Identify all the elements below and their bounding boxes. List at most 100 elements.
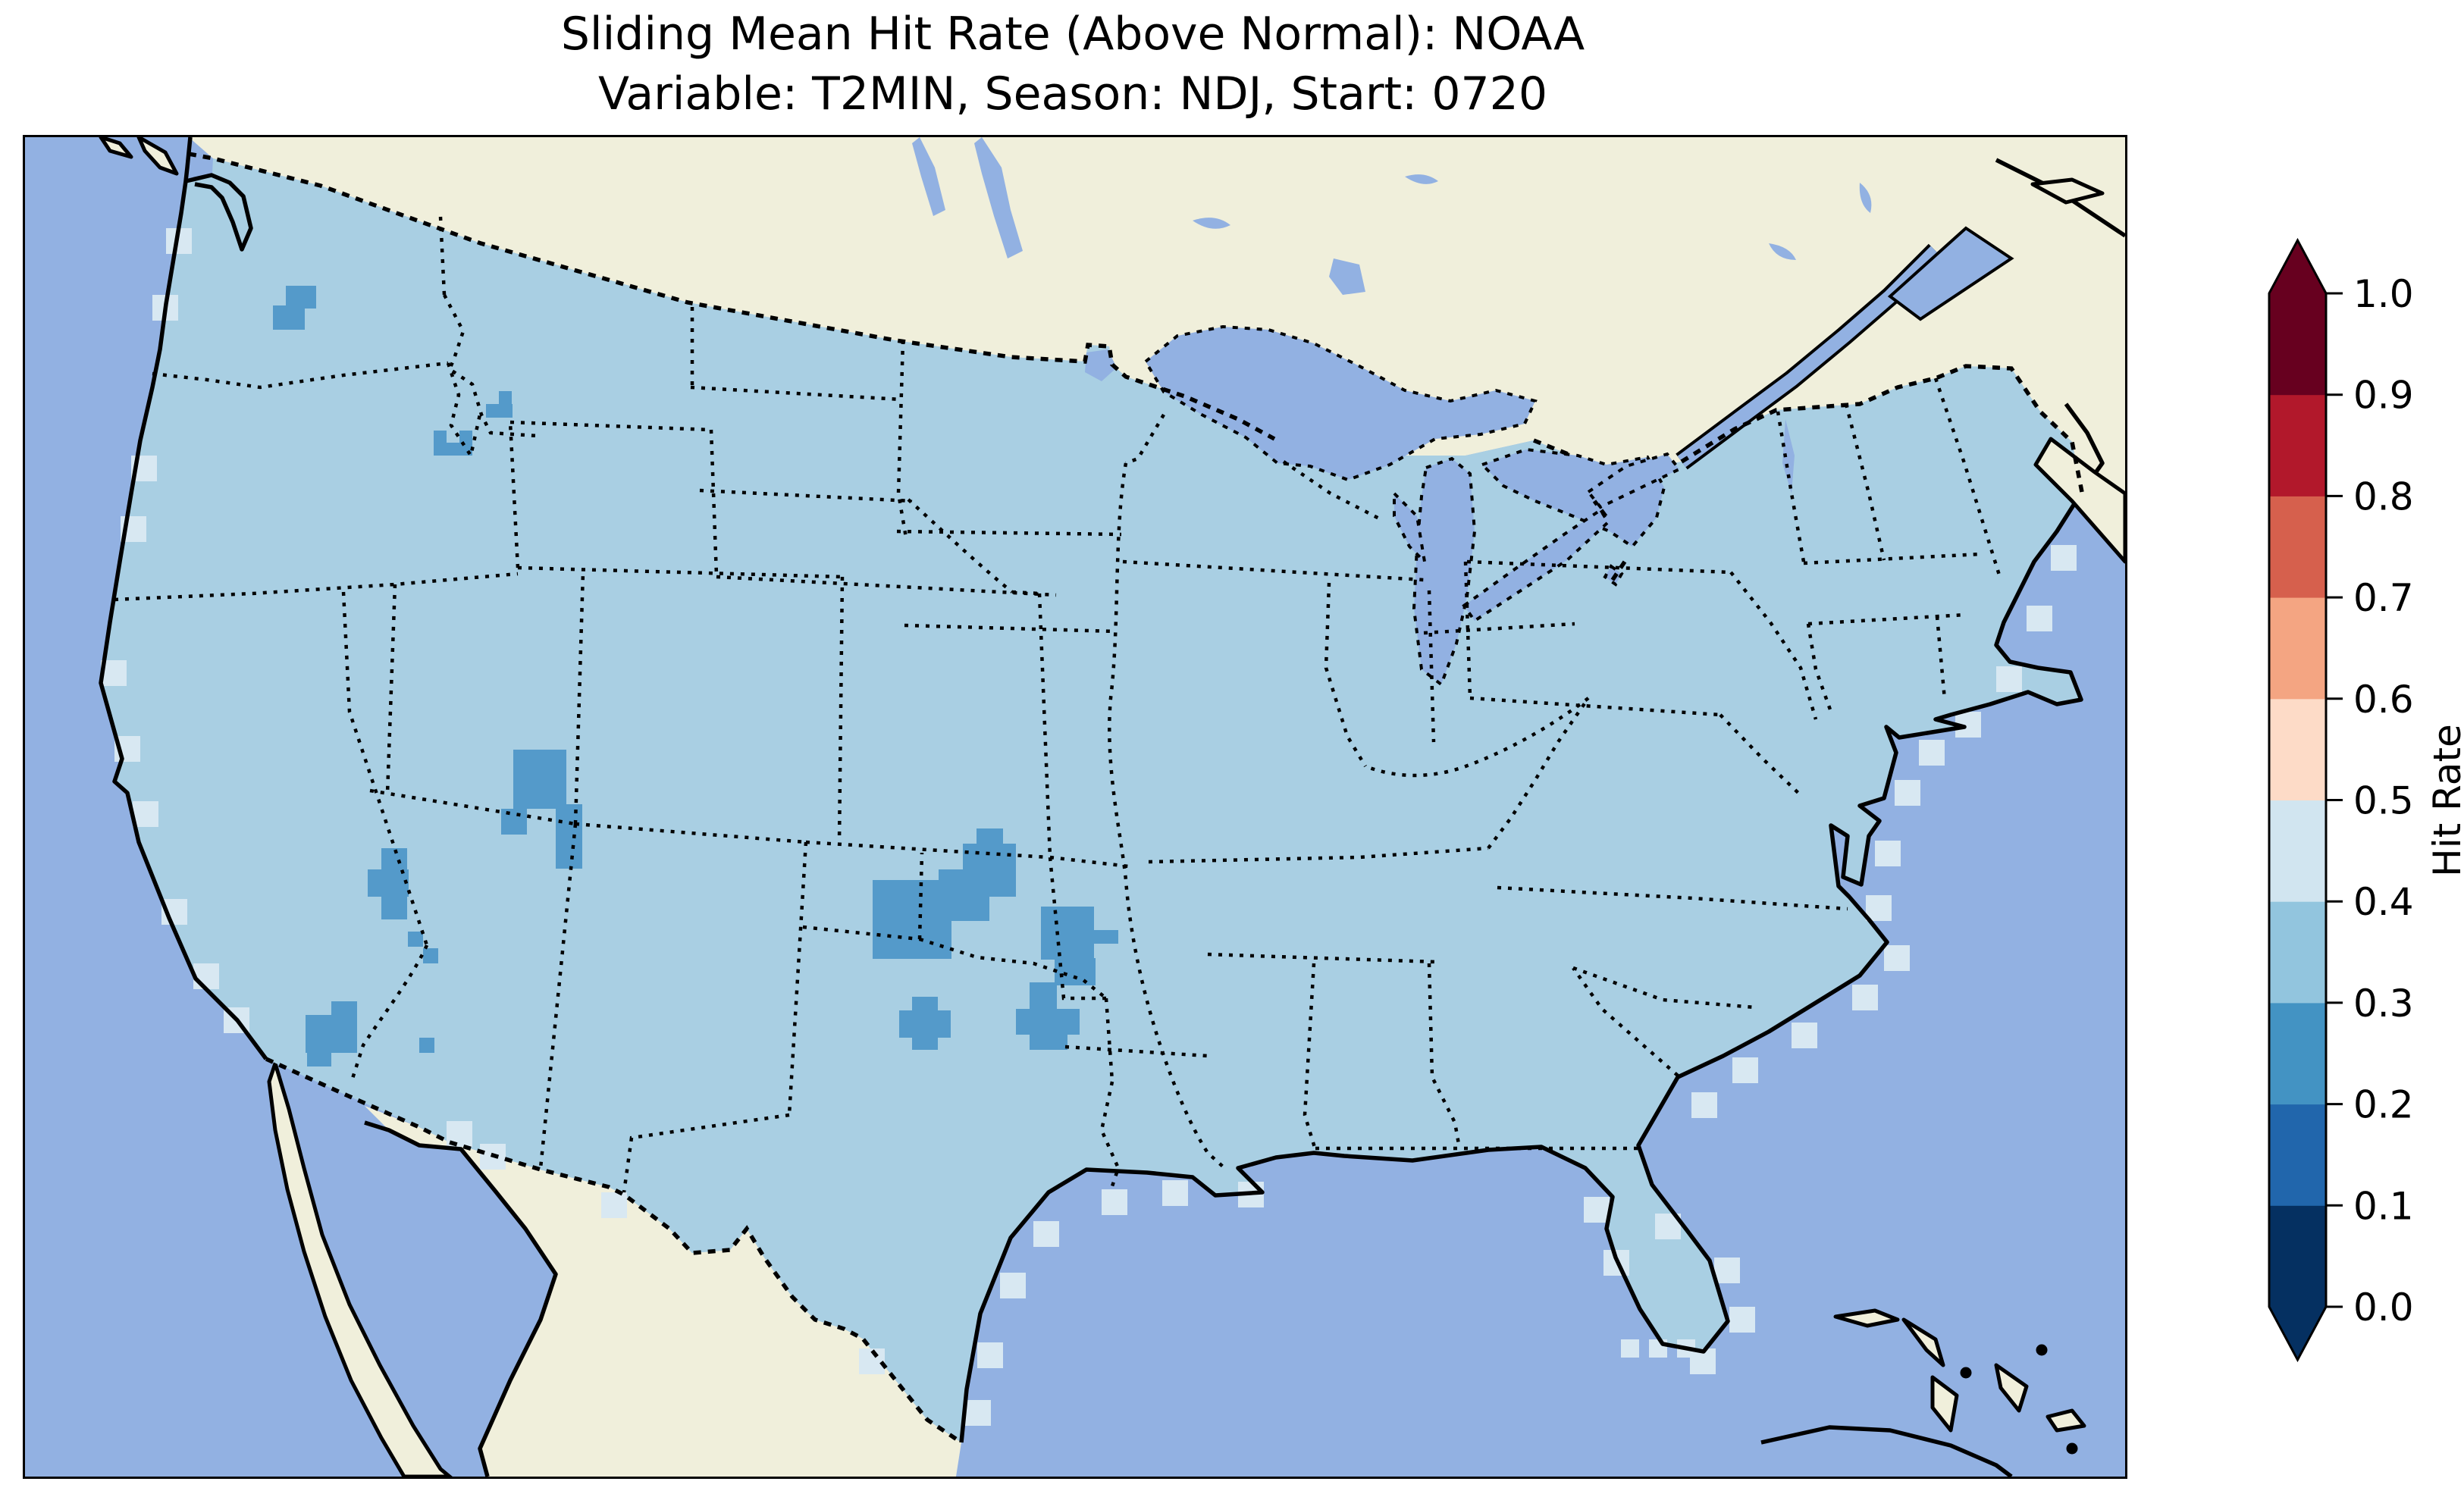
bahama-cay-1 (1960, 1367, 1972, 1379)
fringe-cell (1033, 1221, 1059, 1247)
colorbar-bins (2269, 240, 2326, 1360)
colorbar-tick-label: 0.5 (2353, 779, 2414, 823)
figure-title: Sliding Mean Hit Rate (Above Normal): NO… (23, 5, 2123, 124)
colorbar-bin (2269, 1104, 2326, 1206)
colorbar-bin (2269, 1002, 2326, 1105)
st-lawrence-estuary (1887, 226, 2014, 321)
conus-hit-rate-map (25, 137, 2125, 1477)
patch-cell (963, 844, 1016, 871)
patch-cell (899, 1010, 951, 1038)
colorbar-tick-label: 0.3 (2353, 982, 2414, 1026)
patch-texas-west (899, 997, 951, 1050)
patch-cell (1030, 1035, 1067, 1050)
bahama-long-island (2045, 1408, 2086, 1433)
fringe-cell (2051, 545, 2077, 571)
colorbar: 0.0 0.1 0.2 0.3 0.4 0.5 0.6 0.7 0.8 0.9 1.0 Hit Ra… (2237, 205, 2464, 1425)
international-borders (188, 152, 2084, 1445)
puget-sound-coast (185, 173, 253, 252)
fringe-cell (1102, 1189, 1127, 1215)
fringe-cell (193, 963, 219, 989)
patch-idaho-montana-2 (434, 431, 472, 456)
colorbar-bin (2269, 394, 2326, 496)
patch-cell (419, 1038, 434, 1053)
green-bay (1393, 490, 1427, 566)
colorbar-tick-label: 0.9 (2353, 374, 2414, 418)
colorbar-tick-label: 0.6 (2353, 678, 2414, 722)
fringe-cell (2027, 606, 2052, 631)
patch-arizona-se (306, 1001, 434, 1066)
canada-lakes (912, 137, 1872, 493)
fringe-cell (965, 1400, 991, 1426)
low-hit-rate-patches (273, 286, 1118, 1066)
patch-oklahoma-south (1041, 907, 1118, 985)
prince-edward-island (2030, 177, 2105, 205)
gulf-island (99, 137, 133, 159)
lake-nipigon (1329, 258, 1365, 295)
fringe-cell (1621, 1339, 1639, 1358)
mexico-coastline (364, 1120, 558, 1477)
colorbar-ticks: 0.0 0.1 0.2 0.3 0.4 0.5 0.6 0.7 0.8 0.9 1.0 (2326, 272, 2414, 1330)
fringe-cell (1162, 1180, 1188, 1206)
patch-cell (459, 431, 472, 456)
bahama-eleuthera (1994, 1363, 2029, 1413)
us-canada-border (188, 152, 2084, 586)
colorbar-tick-label: 0.2 (2353, 1083, 2414, 1127)
patch-cell (951, 895, 989, 921)
lake-of-the-woods (1085, 349, 1117, 381)
map-axes (23, 135, 2127, 1479)
patch-cell (556, 804, 582, 869)
vancouver-island (136, 137, 179, 176)
fringe-cell (601, 1192, 627, 1218)
colorbar-bin (2269, 800, 2326, 902)
bahama-andros (1930, 1375, 1959, 1433)
fringe-cell (1732, 1057, 1758, 1083)
patch-arizona-central (368, 848, 438, 963)
fringe-cell (1852, 985, 1878, 1010)
patch-cell (286, 286, 316, 309)
colorbar-outline (2268, 237, 2328, 1363)
patch-four-corners (501, 750, 582, 869)
patch-cell (368, 869, 409, 897)
colorbar-bin (2269, 698, 2326, 800)
fringe-cell (1996, 666, 2022, 692)
colorbar-axis-label: Hit Rate (2425, 724, 2464, 877)
patch-texas-central (1016, 982, 1080, 1050)
patch-cell (1041, 907, 1094, 960)
patch-cell (501, 809, 527, 835)
patch-cell (381, 895, 407, 919)
lake-winnipeg (974, 137, 1023, 258)
colorbar-under-arrow (2269, 1307, 2326, 1360)
patch-cell (1030, 982, 1057, 1010)
patch-cell (423, 948, 438, 963)
colorbar-tick-label: 0.4 (2353, 880, 2414, 924)
patch-idaho-montana-1 (486, 391, 513, 418)
patch-cell (1055, 958, 1096, 985)
ontario-small-lake (1193, 218, 1230, 229)
fringe-cell (1691, 1092, 1717, 1118)
patch-cell (1094, 930, 1118, 944)
colorbar-tick-label: 1.0 (2353, 272, 2414, 316)
colorbar-bin (2269, 901, 2326, 1004)
nova-scotia (2033, 437, 2125, 564)
colorbar-tick-label: 0.1 (2353, 1184, 2414, 1228)
quebec-lake-2 (1769, 243, 1796, 260)
fringe-cell (977, 1342, 1003, 1368)
lake-erie (1462, 508, 1610, 623)
great-lakes (1143, 324, 1682, 687)
colorbar-tick-label: 0.8 (2353, 475, 2414, 518)
state-borders (114, 216, 2003, 1193)
fringe-cell (1919, 740, 1945, 766)
patch-cell (486, 404, 513, 418)
patch-cell (1016, 1009, 1080, 1035)
patch-cell (331, 1027, 357, 1053)
lake-superior (1143, 324, 1538, 482)
patch-cell (307, 1051, 331, 1066)
colorbar-over-arrow (2269, 240, 2326, 293)
mexico-land (365, 1106, 961, 1477)
islands (99, 137, 2125, 1455)
st-lawrence-river (1676, 226, 2014, 470)
fringe-cell (1729, 1307, 1755, 1333)
bahama-abaco (1901, 1317, 1945, 1367)
patch-cell (434, 431, 447, 456)
